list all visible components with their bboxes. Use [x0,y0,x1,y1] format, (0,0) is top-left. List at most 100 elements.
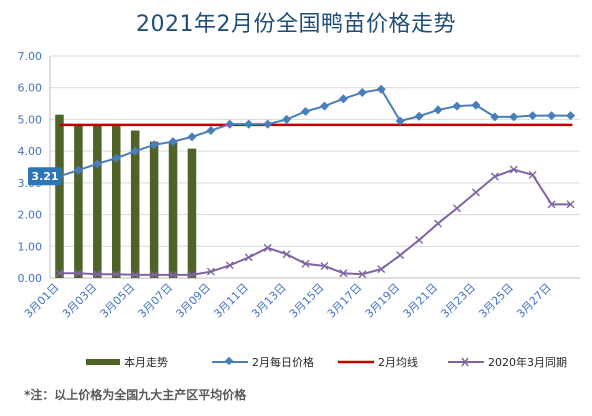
legend-average-swatch [338,360,374,364]
y-tick-label: 1.00 [18,240,43,253]
legend-last-year-swatch [448,357,484,367]
x-tick-label: 3月05日 [98,281,138,321]
legend-label: 2月每日价格 [252,356,314,369]
bar [111,125,121,278]
last-year-point [225,261,234,270]
bar [55,114,64,279]
last-year-point [55,269,64,278]
price-point [376,84,386,94]
last-year-point [509,165,518,174]
x-tick-label: 3月25日 [476,281,516,321]
gridlines [49,55,580,279]
x-tick-label: 3月17日 [325,281,365,321]
y-tick-label: 2.00 [18,209,43,222]
price-point [73,165,83,175]
price-point [452,101,462,111]
legend-label: 本月走势 [124,356,168,369]
x-tick-label: 3月13日 [249,281,289,321]
price-point [471,100,481,110]
x-tick-label: 3月15日 [287,281,327,321]
last-year-point [282,250,291,259]
price-line [59,88,571,178]
bar [149,141,159,278]
x-tick-label: 3月19日 [363,281,403,321]
x-tick-label: 3月11日 [211,281,251,321]
price-point [130,146,140,156]
legend-bar-swatch [86,359,120,365]
legend-label: 2月均线 [378,356,418,369]
last-year-line [59,168,571,276]
price-point [92,159,102,169]
x-tick-label: 3月09日 [173,281,213,321]
legend-item-last-year: 2020年3月同期 [448,354,567,370]
last-year-point [263,243,272,252]
price-point [566,111,576,121]
price-series [54,84,576,181]
last-year-point [93,270,102,279]
price-point [414,111,424,121]
price-point [433,105,443,115]
last-year-point [452,204,461,213]
price-point [490,112,500,122]
last-year-point [131,270,140,279]
callout-box [28,167,62,186]
price-point [547,111,557,121]
last-year-point [547,200,556,209]
legend: 本月走势 2月每日价格 2月均线 2020年3月同期 [0,354,592,374]
legend-item-price: 2月每日价格 [212,354,314,370]
last-year-point [490,172,499,181]
price-point [509,112,519,122]
bar [130,130,140,278]
x-tick-label: 3月01日 [22,281,62,321]
price-point [187,132,197,142]
last-year-point [471,188,480,197]
last-year-point [528,170,537,179]
chart-title: 2021年2月份全国鸭苗价格走势 [136,12,456,37]
bar [74,125,83,278]
price-point [263,119,273,129]
price-point [225,119,235,129]
x-axis-ticks: 3月01日3月03日3月05日3月07日3月09日3月11日3月13日3月15日… [22,281,554,321]
bar [93,125,102,278]
y-tick-label: 5.00 [18,113,43,126]
x-tick-label: 3月21日 [401,281,441,321]
last-year-point [150,270,159,279]
price-point [301,106,311,117]
last-year-point [206,267,215,276]
y-tick-label: 0.00 [18,272,43,285]
last-year-series [55,165,575,279]
last-year-point [396,251,405,260]
y-tick-label: 7.00 [18,50,43,63]
callout-label: 3.21 [31,170,58,183]
y-tick-label: 6.00 [18,82,43,95]
price-point [149,140,159,150]
last-year-point [244,253,253,262]
price-point [282,114,292,124]
bar-series [55,114,197,279]
last-year-point [377,265,386,274]
price-point [111,153,121,163]
price-point [395,116,405,126]
legend-item-bars: 本月走势 [86,354,168,370]
callout: 3.21 [28,167,62,186]
x-tick-label: 3月03日 [60,281,100,321]
last-year-point [415,235,424,244]
last-year-point [339,269,348,278]
bar [187,148,197,278]
y-tick-label: 4.00 [18,145,43,158]
price-point [338,94,348,104]
last-year-point [358,270,367,279]
footnote: *注：以上价格为全国九大主产区平均价格 [24,388,247,402]
bar [168,141,178,278]
x-tick-label: 3月27日 [514,281,554,321]
last-year-point [169,270,178,279]
price-point [244,119,254,129]
last-year-point [566,200,575,209]
last-year-point [187,270,196,279]
last-year-point [434,219,443,228]
price-point [319,101,329,111]
x-tick-label: 3月23日 [438,281,478,321]
price-point [357,87,367,97]
legend-item-average: 2月均线 [338,354,418,370]
